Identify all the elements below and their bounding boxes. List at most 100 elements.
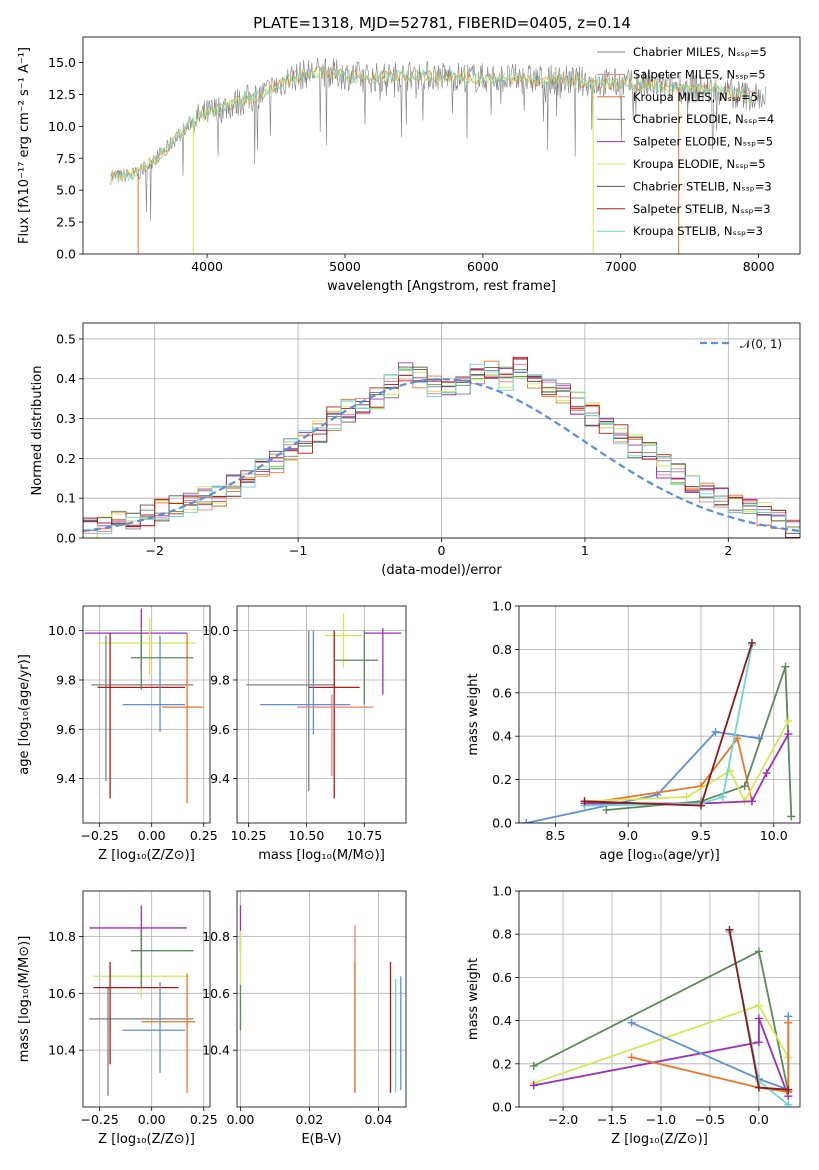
x-tick-label: 7000 xyxy=(605,259,637,274)
x-tick-label: −1 xyxy=(289,543,307,558)
legend-entry: Salpeter STELIB, Nₛₛₚ=3 xyxy=(633,202,771,216)
y-tick-label: 0.2 xyxy=(56,451,76,466)
x-tick-label: −0.25 xyxy=(80,1112,118,1127)
weight-marker xyxy=(529,1081,538,1090)
weight-marker xyxy=(682,792,691,801)
y-tick-label: 0.0 xyxy=(492,1100,512,1115)
axes-spectrum: 4000 5000 6000 7000 8000 0.0 2.5 5.0 7.5 10.0 12.5… xyxy=(17,14,801,294)
weight-marker xyxy=(627,1053,636,1062)
histogram-step xyxy=(83,358,800,538)
weight-marker xyxy=(762,769,771,778)
legend-entry: Kroupa STELIB, Nₛₛₚ=3 xyxy=(633,224,763,238)
x-tick-label: 4000 xyxy=(191,259,223,274)
legend-entry: Kroupa MILES, Nₛₛₚ=5 xyxy=(633,90,758,104)
model-spectrum-line xyxy=(110,66,758,182)
axes-frame xyxy=(236,605,407,824)
x-tick-label: 0.25 xyxy=(190,828,218,843)
y-tick-label: 0.1 xyxy=(56,491,76,506)
x-tick-label: 10.75 xyxy=(346,828,382,843)
y-axis-label: mass weight xyxy=(466,673,481,755)
weight-marker xyxy=(784,1018,793,1027)
x-tick-label: −1.5 xyxy=(597,1112,627,1127)
x-axis-label: Z [log₁₀(Z/Z⊙)] xyxy=(98,848,195,863)
axes-mass-ebv: 0.00 0.02 0.04 10.4 10.6 10.8 E(B-V) xyxy=(202,890,407,1147)
y-tick-label: 10.6 xyxy=(202,986,230,1001)
weight-marker xyxy=(781,662,790,671)
y-tick-label: 0.8 xyxy=(492,927,512,942)
weight-marker xyxy=(784,730,793,739)
x-tick-label: 2 xyxy=(724,543,732,558)
y-axis-label: Normed distribution xyxy=(30,366,45,496)
x-axis-label: wavelength [Angstrom, rest frame] xyxy=(327,279,556,294)
y-tick-label: 9.4 xyxy=(210,771,230,786)
y-tick-label: 0.2 xyxy=(492,772,512,787)
x-tick-label: 0.04 xyxy=(364,1112,392,1127)
x-tick-label: 0.00 xyxy=(138,1112,166,1127)
x-tick-label: 8.5 xyxy=(545,828,565,843)
weight-marker xyxy=(602,805,611,814)
y-tick-label: 9.4 xyxy=(56,771,76,786)
plot-area xyxy=(246,613,402,799)
y-tick-label: 9.8 xyxy=(56,672,76,687)
weight-marker xyxy=(784,717,793,726)
legend-entry: Kroupa ELODIE, Nₛₛₚ=5 xyxy=(633,157,766,171)
weight-marker xyxy=(784,1085,793,1094)
axes-frame xyxy=(82,890,211,1108)
legend-entry: Chabrier ELODIE, Nₛₛₚ=4 xyxy=(633,112,774,126)
x-tick-label: 9.0 xyxy=(618,828,638,843)
normal-curve xyxy=(83,378,800,533)
x-tick-label: 8000 xyxy=(743,259,775,274)
chart-title: PLATE=1318, MJD=52781, FIBERID=0405, z=0… xyxy=(253,14,631,32)
y-tick-label: 5.0 xyxy=(56,183,76,198)
weight-marker xyxy=(754,1038,763,1047)
y-tick-label: 10.4 xyxy=(202,1043,230,1058)
plot-area xyxy=(529,925,793,1107)
x-axis-label: Z [log₁₀(Z/Z⊙)] xyxy=(98,1132,195,1147)
y-tick-label: 0.3 xyxy=(56,411,76,426)
x-tick-label: 0.02 xyxy=(296,1112,324,1127)
x-axis-label: (data-model)/error xyxy=(381,563,502,578)
y-tick-label: 1.0 xyxy=(492,884,512,899)
y-tick-label: 9.6 xyxy=(210,722,230,737)
y-tick-label: 0.0 xyxy=(56,531,76,546)
x-tick-label: 1 xyxy=(581,543,589,558)
weight-marker xyxy=(754,1014,763,1023)
legend-entry: Chabrier MILES, Nₛₛₚ=5 xyxy=(633,45,767,59)
histogram-step xyxy=(83,363,800,538)
legend-entry: Chabrier STELIB, Nₛₛₚ=3 xyxy=(633,179,772,193)
histogram-step xyxy=(83,368,800,538)
weight-line xyxy=(584,644,753,807)
legend-entry: Salpeter ELODIE, Nₛₛₚ=5 xyxy=(633,135,773,149)
y-tick-label: 10.0 xyxy=(48,623,76,638)
y-tick-label: 0.4 xyxy=(56,371,76,386)
x-axis-label: age [log₁₀(age/yr)] xyxy=(599,848,720,863)
weight-marker xyxy=(740,782,749,791)
y-tick-label: 10.8 xyxy=(202,929,230,944)
y-tick-label: 0.0 xyxy=(492,816,512,831)
x-tick-label: −2.0 xyxy=(548,1112,578,1127)
y-tick-label: 0.4 xyxy=(492,729,512,744)
y-tick-label: 1.0 xyxy=(492,599,512,614)
x-tick-label: −0.5 xyxy=(695,1112,725,1127)
histogram-step xyxy=(83,356,800,538)
y-tick-label: 10.0 xyxy=(48,119,76,134)
plot-area xyxy=(89,905,196,1096)
axes-weight-Z: −2.0 −1.5 −1.0 −0.5 0.0 0.0 0.2 0.4 0.6 0.8 1.0 Z [… xyxy=(466,884,801,1147)
legend-entry: 𝒩(0, 1) xyxy=(740,337,782,351)
axes-mass-Z: −0.25 0.00 0.25 10.4 10.6 10.8 Z [log₁₀(Z/Z⊙)]… xyxy=(17,890,218,1147)
plot-area xyxy=(239,905,402,1093)
x-tick-label: −2 xyxy=(145,543,163,558)
axes-age-Z: −0.25 0.00 0.25 9.4 9.6 9.8 10.0 Z [log₁₀(Z/Z⊙)… xyxy=(17,605,218,863)
axes-frame xyxy=(518,605,801,824)
x-axis-label: Z [log₁₀(Z/Z⊙)] xyxy=(611,1132,708,1147)
x-tick-label: 10.0 xyxy=(760,828,788,843)
weight-line xyxy=(533,1018,790,1097)
x-tick-label: −0.25 xyxy=(80,828,118,843)
y-tick-label: 9.8 xyxy=(210,672,230,687)
axes-frame xyxy=(82,36,801,255)
x-tick-label: 9.5 xyxy=(691,828,711,843)
y-tick-label: 7.5 xyxy=(56,151,76,166)
weight-marker xyxy=(711,727,720,736)
weight-line xyxy=(584,736,753,805)
y-tick-label: 15.0 xyxy=(48,55,76,70)
